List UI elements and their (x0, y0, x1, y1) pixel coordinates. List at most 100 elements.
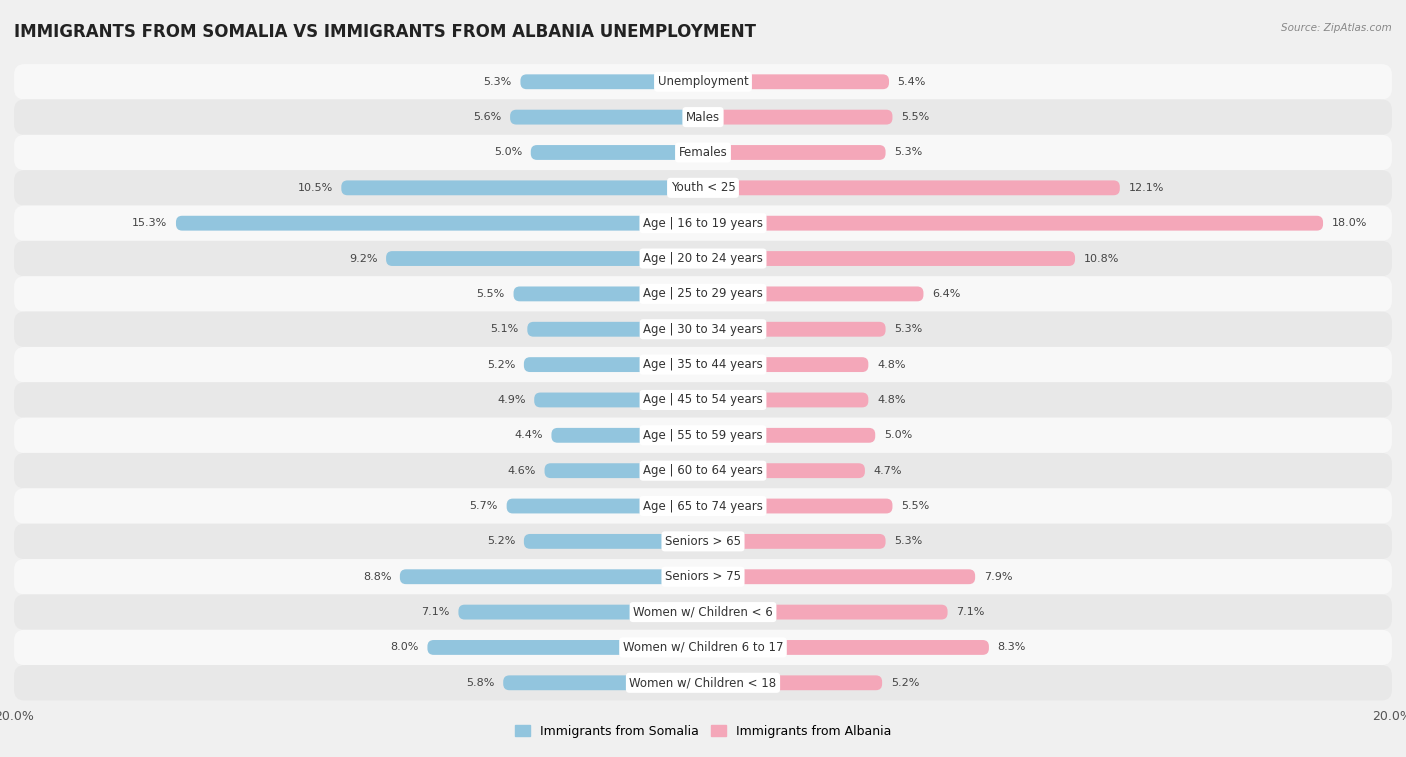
Text: Age | 45 to 54 years: Age | 45 to 54 years (643, 394, 763, 407)
Text: 4.6%: 4.6% (508, 466, 536, 475)
Text: Seniors > 65: Seniors > 65 (665, 535, 741, 548)
FancyBboxPatch shape (520, 74, 703, 89)
FancyBboxPatch shape (14, 312, 1392, 347)
FancyBboxPatch shape (703, 322, 886, 337)
Text: 5.7%: 5.7% (470, 501, 498, 511)
Text: Age | 55 to 59 years: Age | 55 to 59 years (643, 428, 763, 442)
FancyBboxPatch shape (703, 74, 889, 89)
Text: 5.6%: 5.6% (474, 112, 502, 122)
FancyBboxPatch shape (527, 322, 703, 337)
Text: 5.0%: 5.0% (494, 148, 522, 157)
FancyBboxPatch shape (703, 286, 924, 301)
Text: Females: Females (679, 146, 727, 159)
FancyBboxPatch shape (14, 170, 1392, 205)
FancyBboxPatch shape (342, 180, 703, 195)
FancyBboxPatch shape (14, 241, 1392, 276)
FancyBboxPatch shape (458, 605, 703, 619)
FancyBboxPatch shape (703, 393, 869, 407)
FancyBboxPatch shape (524, 534, 703, 549)
Text: 15.3%: 15.3% (132, 218, 167, 228)
Text: 5.8%: 5.8% (467, 678, 495, 688)
FancyBboxPatch shape (14, 99, 1392, 135)
FancyBboxPatch shape (534, 393, 703, 407)
FancyBboxPatch shape (703, 110, 893, 125)
FancyBboxPatch shape (703, 357, 869, 372)
FancyBboxPatch shape (703, 216, 1323, 231)
Text: 4.9%: 4.9% (498, 395, 526, 405)
FancyBboxPatch shape (399, 569, 703, 584)
FancyBboxPatch shape (14, 594, 1392, 630)
FancyBboxPatch shape (14, 453, 1392, 488)
FancyBboxPatch shape (14, 135, 1392, 170)
Text: Age | 30 to 34 years: Age | 30 to 34 years (643, 322, 763, 336)
FancyBboxPatch shape (703, 605, 948, 619)
Text: 9.2%: 9.2% (349, 254, 377, 263)
Text: 10.5%: 10.5% (298, 183, 333, 193)
Text: Women w/ Children 6 to 17: Women w/ Children 6 to 17 (623, 641, 783, 654)
FancyBboxPatch shape (703, 463, 865, 478)
FancyBboxPatch shape (427, 640, 703, 655)
FancyBboxPatch shape (506, 499, 703, 513)
Text: 4.4%: 4.4% (515, 430, 543, 441)
FancyBboxPatch shape (524, 357, 703, 372)
Text: Age | 16 to 19 years: Age | 16 to 19 years (643, 217, 763, 229)
Text: 7.9%: 7.9% (984, 572, 1012, 581)
FancyBboxPatch shape (703, 180, 1119, 195)
FancyBboxPatch shape (703, 640, 988, 655)
FancyBboxPatch shape (14, 524, 1392, 559)
FancyBboxPatch shape (544, 463, 703, 478)
Text: 8.0%: 8.0% (391, 643, 419, 653)
FancyBboxPatch shape (14, 488, 1392, 524)
Text: Age | 65 to 74 years: Age | 65 to 74 years (643, 500, 763, 512)
Text: Unemployment: Unemployment (658, 75, 748, 89)
FancyBboxPatch shape (14, 276, 1392, 312)
Text: 5.0%: 5.0% (884, 430, 912, 441)
Text: 8.8%: 8.8% (363, 572, 391, 581)
Text: 5.1%: 5.1% (491, 324, 519, 335)
Legend: Immigrants from Somalia, Immigrants from Albania: Immigrants from Somalia, Immigrants from… (509, 720, 897, 743)
Text: Source: ZipAtlas.com: Source: ZipAtlas.com (1281, 23, 1392, 33)
Text: Seniors > 75: Seniors > 75 (665, 570, 741, 583)
Text: 4.8%: 4.8% (877, 360, 905, 369)
FancyBboxPatch shape (14, 205, 1392, 241)
FancyBboxPatch shape (703, 569, 976, 584)
Text: 5.5%: 5.5% (901, 501, 929, 511)
Text: Age | 20 to 24 years: Age | 20 to 24 years (643, 252, 763, 265)
FancyBboxPatch shape (14, 64, 1392, 99)
Text: 4.7%: 4.7% (873, 466, 903, 475)
FancyBboxPatch shape (14, 418, 1392, 453)
Text: 12.1%: 12.1% (1129, 183, 1164, 193)
FancyBboxPatch shape (703, 428, 875, 443)
Text: 5.3%: 5.3% (894, 537, 922, 547)
Text: 5.5%: 5.5% (901, 112, 929, 122)
FancyBboxPatch shape (551, 428, 703, 443)
Text: 5.2%: 5.2% (486, 537, 515, 547)
Text: 5.5%: 5.5% (477, 289, 505, 299)
Text: Age | 60 to 64 years: Age | 60 to 64 years (643, 464, 763, 477)
FancyBboxPatch shape (513, 286, 703, 301)
Text: Women w/ Children < 6: Women w/ Children < 6 (633, 606, 773, 618)
Text: Age | 25 to 29 years: Age | 25 to 29 years (643, 288, 763, 301)
FancyBboxPatch shape (703, 251, 1076, 266)
FancyBboxPatch shape (703, 675, 882, 690)
FancyBboxPatch shape (703, 499, 893, 513)
Text: 5.4%: 5.4% (897, 76, 927, 87)
FancyBboxPatch shape (14, 630, 1392, 665)
Text: 5.3%: 5.3% (484, 76, 512, 87)
Text: 5.3%: 5.3% (894, 324, 922, 335)
Text: Age | 35 to 44 years: Age | 35 to 44 years (643, 358, 763, 371)
FancyBboxPatch shape (703, 145, 886, 160)
Text: IMMIGRANTS FROM SOMALIA VS IMMIGRANTS FROM ALBANIA UNEMPLOYMENT: IMMIGRANTS FROM SOMALIA VS IMMIGRANTS FR… (14, 23, 756, 41)
FancyBboxPatch shape (531, 145, 703, 160)
FancyBboxPatch shape (503, 675, 703, 690)
FancyBboxPatch shape (387, 251, 703, 266)
Text: Males: Males (686, 111, 720, 123)
FancyBboxPatch shape (14, 665, 1392, 700)
FancyBboxPatch shape (14, 382, 1392, 418)
FancyBboxPatch shape (176, 216, 703, 231)
Text: Youth < 25: Youth < 25 (671, 182, 735, 195)
FancyBboxPatch shape (14, 559, 1392, 594)
Text: 5.3%: 5.3% (894, 148, 922, 157)
Text: 6.4%: 6.4% (932, 289, 960, 299)
Text: 18.0%: 18.0% (1331, 218, 1367, 228)
